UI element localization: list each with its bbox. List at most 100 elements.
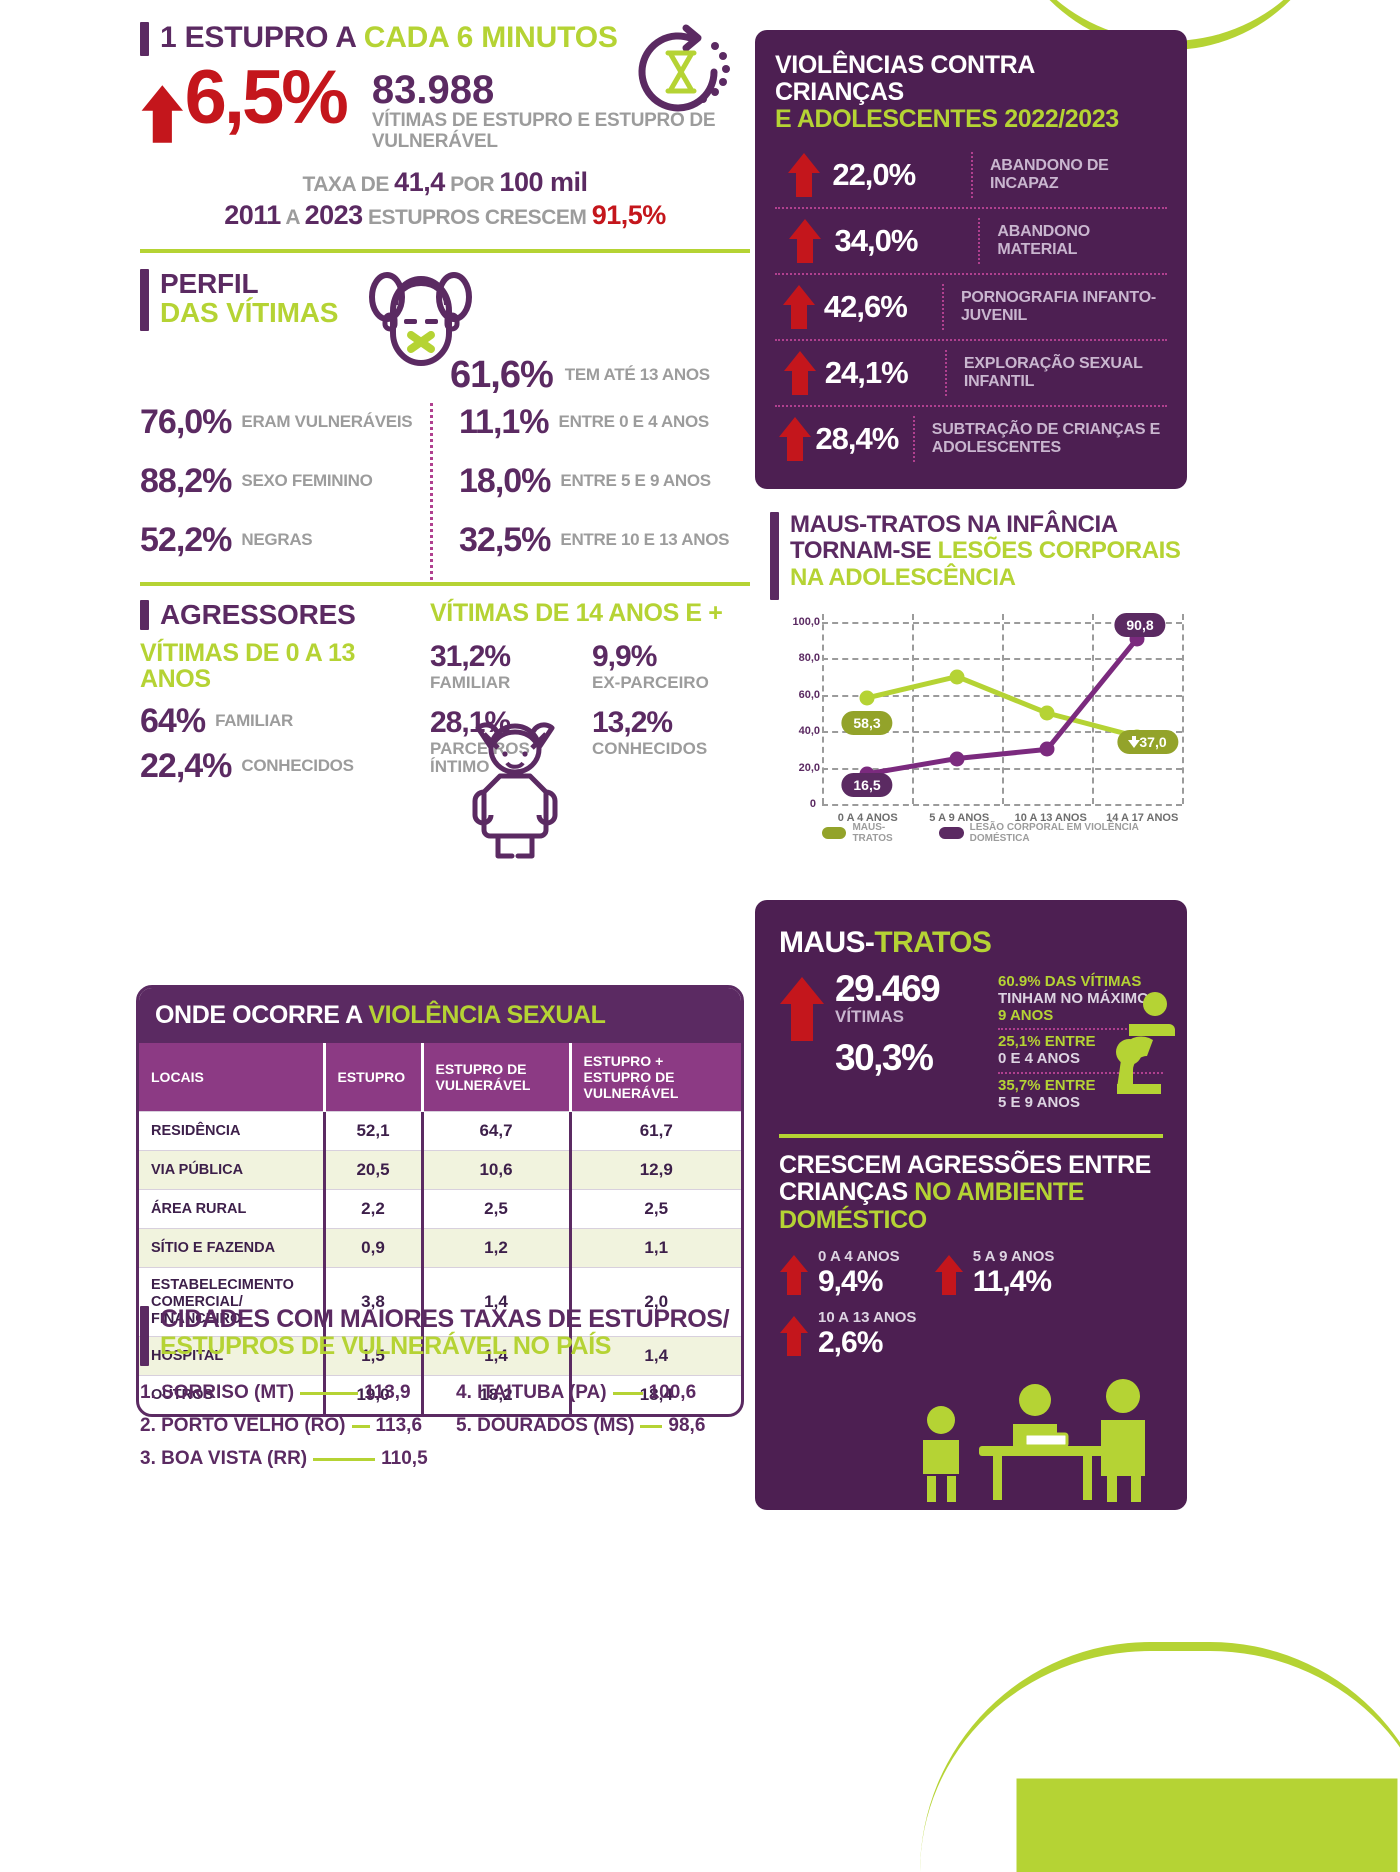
chart-header: MAUS-TRATOS NA INFÂNCIA TORNAM-SE LESÕES… xyxy=(770,511,1190,600)
violence-row: 42,6% PORNOGRAFIA INFANTO-JUVENIL xyxy=(775,275,1167,341)
maus-tratos-body: 29.469 VÍTIMAS 30,3% 60.9% DAS VÍTIMAS T… xyxy=(779,970,1163,1116)
decorative-arc-bottom xyxy=(920,1642,1400,1872)
crescem-row-1: 0 A 4 ANOS 9,4% 5 A 9 ANOS 11,4% xyxy=(779,1248,1163,1299)
violence-row: 24,1% EXPLORAÇÃO SEXUAL INFANTIL xyxy=(775,341,1167,407)
table-row: OUTROS 19,0 18,2 18,4 xyxy=(139,1375,741,1415)
stat-label: ERAM VULNERÁVEIS xyxy=(241,411,413,431)
value-label-green-end: 37,0 xyxy=(1117,730,1179,754)
violence-location-table: ONDE OCORRE A VIOLÊNCIA SEXUAL LOCAIS ES… xyxy=(136,985,744,1418)
stat-label: ENTRE 10 E 13 ANOS xyxy=(560,529,730,549)
table-row: RESIDÊNCIA 52,1 64,7 61,7 xyxy=(139,1111,741,1151)
data-table: LOCAIS ESTUPRO ESTUPRO DE VULNERÁVEL EST… xyxy=(139,1043,741,1415)
perfil-highlight: 61,6% TEM ATÉ 13 ANOS xyxy=(450,354,750,397)
table-row: ÁREA RURAL 2,2 2,5 2,5 xyxy=(139,1189,741,1229)
up-arrow-icon xyxy=(775,416,815,462)
maus-tratos-panel: MAUS-TRATOS 29.469 VÍTIMAS 30,3% 60.9% D… xyxy=(755,900,1187,1510)
chart-legend: MAUS-TRATOS LESÃO CORPORAL EM VIOLÊNCIA … xyxy=(822,822,1188,844)
city-name: 5. DOURADOS (MS) xyxy=(456,1415,635,1436)
y-tick: 60,0 xyxy=(798,688,820,701)
table-title: ONDE OCORRE A VIOLÊNCIA SEXUAL xyxy=(139,988,741,1043)
agressores-right-row1: 31,2% FAMILIAR 9,9% EX-PARCEIRO xyxy=(430,640,750,692)
col-header-soma: ESTUPRO + ESTUPRO DE VULNERÁVEL xyxy=(568,1043,741,1112)
maus-tratos-figures: 29.469 VÍTIMAS 30,3% xyxy=(779,970,984,1116)
crescem-row-2: 10 A 13 ANOS 2,6% xyxy=(779,1309,1163,1360)
cell-local: ÁREA RURAL xyxy=(139,1189,324,1229)
y-tick: 40,0 xyxy=(798,725,820,738)
stat-pct: 64% xyxy=(140,702,206,741)
stat-row: 11,1% ENTRE 0 E 4 ANOS xyxy=(459,403,730,442)
city-value: 98,6 xyxy=(668,1415,706,1436)
y-tick: 80,0 xyxy=(798,652,820,665)
city-name: 1. SORRISO (MT) xyxy=(140,1382,295,1403)
mt-title-b: TRATOS xyxy=(874,926,992,959)
table-title-a: ONDE OCORRE A xyxy=(155,1001,369,1029)
crescem-item: 10 A 13 ANOS 2,6% xyxy=(779,1309,916,1360)
city-dash xyxy=(300,1391,359,1395)
cell-vuln: 1,4 xyxy=(420,1267,570,1337)
perfil-title1: PERFIL xyxy=(160,267,259,299)
rate-base: 100 mil xyxy=(499,166,588,197)
agressores-title: AGRESSORES xyxy=(160,598,356,630)
col-header-locais: LOCAIS xyxy=(139,1043,324,1112)
city-value: 110,5 xyxy=(381,1448,428,1469)
legend-swatch xyxy=(939,827,964,839)
cities-title2: ESTUPROS DE VULNERÁVEL NO PAÍS xyxy=(160,1332,612,1360)
value-label-purple-end: 90,8 xyxy=(1114,613,1166,637)
table-header-row: LOCAIS ESTUPRO ESTUPRO DE VULNERÁVEL EST… xyxy=(139,1043,741,1112)
stat-cell: 13,2% CONHECIDOS xyxy=(592,706,732,777)
cities-title1: CIDADES COM MAIORES TAXAS DE ESTUPROS/ xyxy=(160,1305,730,1333)
cell-soma: 18,4 xyxy=(568,1375,741,1415)
stat-row: 18,0% ENTRE 5 E 9 ANOS xyxy=(459,462,730,501)
headline-part1: 1 ESTUPRO A xyxy=(160,21,364,54)
fact-item: 25,1% ENTRE 0 E 4 ANOS xyxy=(998,1030,1163,1074)
perfil-title2: DAS VÍTIMAS xyxy=(160,296,339,328)
city-name: 3. BOA VISTA (RR) xyxy=(140,1448,308,1469)
up-arrow-icon xyxy=(141,85,184,143)
data-point xyxy=(949,751,965,766)
violences-title1: VIOLÊNCIAS CONTRA CRIANÇAS xyxy=(775,51,1034,106)
x-tick: 0 A 4 ANOS xyxy=(837,812,898,824)
agressores-header: AGRESSORES VÍTIMAS DE 14 ANOS E + xyxy=(140,598,750,630)
cell-soma: 2,0 xyxy=(568,1267,741,1337)
cell-estupro: 52,1 xyxy=(322,1111,422,1151)
stat-pct: 9,9% xyxy=(592,639,657,673)
up-arrow-icon xyxy=(775,218,835,264)
headline-part2: CADA 6 MINUTOS xyxy=(363,21,618,54)
cities-columns: 1. SORRISO (MT) 113,9 2. PORTO VELHO (RO… xyxy=(140,1382,750,1481)
period-a: A xyxy=(280,205,305,229)
cell-vuln: 1,2 xyxy=(420,1228,570,1268)
headline-block: 1 ESTUPRO A CADA 6 MINUTOS xyxy=(140,22,750,56)
stat-pct: 13,2% xyxy=(592,705,673,739)
cell-estupro: 19,0 xyxy=(322,1375,422,1415)
chart-lines xyxy=(866,637,1139,777)
fact-green2: 9 ANOS xyxy=(998,1006,1054,1024)
legend-item-lesao-corporal: LESÃO CORPORAL EM VIOLÊNCIA DOMÉSTICA xyxy=(939,822,1188,844)
stat-label: CONHECIDOS xyxy=(241,756,354,776)
city-dash xyxy=(351,1424,370,1428)
violence-label: ABANDONO DE INCAPAZ xyxy=(989,157,1109,192)
table-row: ESTABELECIMENTO COMERCIAL/ FINANCEIRO 3,… xyxy=(139,1267,741,1337)
maus-tratos-title: MAUS-TRATOS xyxy=(779,926,1163,960)
cell-vuln: 64,7 xyxy=(420,1111,570,1151)
crescem-pct: 9,4% xyxy=(818,1265,883,1299)
stat-label: ENTRE 5 E 9 ANOS xyxy=(560,470,711,490)
stat-row: 52,2% NEGRAS xyxy=(140,521,430,560)
family-at-table-icon xyxy=(923,1379,1145,1502)
city-name: 2. PORTO VELHO (RO) xyxy=(140,1415,346,1436)
violence-label: PORNOGRAFIA INFANTO-JUVENIL xyxy=(960,289,1157,324)
cres-title-a: CRESCEM AGRESSÕES ENTRE CRIANÇAS xyxy=(779,1150,1151,1207)
chart-section: MAUS-TRATOS NA INFÂNCIA TORNAM-SE LESÕES… xyxy=(770,511,1190,844)
maus-tratos-number-label: VÍTIMAS xyxy=(835,1007,904,1026)
cell-soma: 2,5 xyxy=(568,1189,741,1229)
up-arrow-icon xyxy=(780,1255,808,1296)
stat-cell: 9,9% EX-PARCEIRO xyxy=(592,640,732,692)
stat-cell: 31,2% FAMILIAR xyxy=(430,640,570,692)
cell-vuln: 10,6 xyxy=(420,1150,570,1190)
stat-pct: 31,2% xyxy=(430,639,511,673)
rate-value: 41,4 xyxy=(394,166,445,197)
crescem-label: 5 A 9 ANOS xyxy=(972,1248,1055,1266)
city-row: 5. DOURADOS (MS) 98,6 xyxy=(456,1415,705,1437)
agressores-sub-left: VÍTIMAS DE 0 A 13 ANOS xyxy=(140,638,356,693)
stat-pct: 32,5% xyxy=(459,520,551,559)
mt-title-a: MAUS- xyxy=(779,926,875,959)
